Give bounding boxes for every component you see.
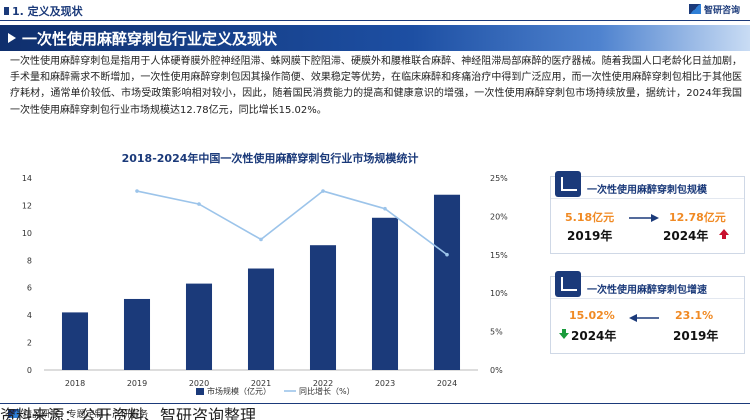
footer-logo-icon [8, 409, 20, 418]
bar [185, 283, 213, 370]
y-tick-label: 4 [27, 311, 32, 320]
growth-from-value: 15.02% [569, 309, 615, 322]
y-tick-label: 14 [22, 174, 32, 183]
y2-tick-label: 10% [490, 289, 508, 298]
growth-point [197, 202, 201, 206]
title-banner: 一次性使用麻醉穿刺包行业定义及现状 [0, 25, 750, 51]
market-size-chart: 0 2 4 6 8 10 12 14 0% 5% 10% 15% 20% 25% 2018 2019 2020 2… [22, 174, 508, 396]
growth-card-header: 一次性使用麻醉穿刺包增速 [551, 271, 744, 299]
y-tick-label: 12 [22, 201, 32, 210]
x-tick-label: 2019 [127, 379, 147, 388]
bar [247, 268, 275, 370]
bar [123, 298, 151, 370]
y-tick-label: 0 [27, 366, 32, 375]
play-triangle-icon [8, 33, 16, 43]
x-tick-label: 2022 [313, 379, 333, 388]
y2-tick-label: 20% [490, 212, 508, 221]
y-tick-label: 6 [27, 284, 32, 293]
top-bar: 1. 定义及现状 智研咨询 [0, 0, 750, 22]
y-tick-label: 8 [27, 256, 32, 265]
bar [433, 194, 461, 370]
growth-point [259, 237, 263, 242]
y2-tick-label: 0% [490, 366, 503, 375]
brand-logo-icon [688, 4, 701, 14]
size-card-header: 一次性使用麻醉穿刺包规模 [551, 171, 744, 199]
chart-title: 2018-2024年中国一次性使用麻醉穿刺包行业市场规模统计 [121, 152, 419, 165]
growth-point [321, 189, 325, 193]
brand-name: 智研咨询 [703, 6, 740, 16]
up-arrow-icon [719, 229, 729, 239]
y-tick-label: 10 [22, 229, 32, 238]
size-card-label: 一次性使用麻醉穿刺包规模 [587, 185, 707, 196]
growth-card: 一次性使用麻醉穿刺包增速 15.02% 2024年 23.1% 2019年 [550, 271, 745, 354]
growth-to-value: 23.1% [675, 309, 714, 322]
size-from-year: 2019年 [567, 229, 613, 243]
legend-bar-label: 市场规模（亿元） [207, 386, 271, 396]
x-tick-label: 2021 [251, 379, 271, 388]
size-card: 一次性使用麻醉穿刺包规模 5.18亿元 2019年 12.78亿元 2024年 [550, 171, 745, 254]
bar [61, 312, 89, 370]
top-divider [0, 20, 750, 21]
bar [371, 217, 399, 370]
y2-tick-label: 5% [490, 328, 503, 337]
growth-point [383, 206, 387, 211]
intro-paragraph: 一次性使用麻醉穿刺包是指用于人体硬脊膜外腔神经阻滞、蛛网膜下腔阻滞、硬膜外和腰椎… [10, 56, 742, 116]
page-title: 一次性使用麻醉穿刺包行业定义及现状 [22, 30, 278, 48]
trend-chart-icon [555, 271, 581, 297]
y2-tick-label: 25% [490, 174, 508, 183]
footer-tagline: 精品研报 · 专题定制 · 产研服务 [8, 407, 148, 420]
growth-line [136, 190, 448, 256]
growth-point [135, 189, 139, 193]
x-tick-label: 2023 [375, 379, 395, 388]
growth-card-label: 一次性使用麻醉穿刺包增速 [587, 285, 707, 296]
growth-from-year: 2024年 [571, 329, 617, 343]
section-marker [4, 7, 9, 15]
legend-bar-swatch [196, 388, 204, 395]
footer-divider [0, 403, 750, 404]
legend-line-label: 同比增长（%） [299, 386, 355, 396]
brand: 智研咨询 [688, 3, 740, 16]
footer-tagline-text: 精品研报 · 专题定制 · 产研服务 [23, 410, 149, 420]
source-note: 资料来源：公开资料、智研咨询整理 [0, 406, 257, 420]
footer: 精品研报 · 专题定制 · 产研服务 [0, 402, 750, 420]
growth-chart-icon [555, 171, 581, 197]
y2-tick-label: 15% [490, 251, 508, 260]
size-to-year: 2024年 [663, 229, 709, 243]
growth-to-year: 2019年 [673, 329, 719, 343]
growth-point [445, 252, 449, 257]
y-tick-label: 2 [27, 339, 32, 348]
x-tick-label: 2020 [189, 379, 209, 388]
left-arrow-icon [629, 314, 659, 322]
x-tick-label: 2018 [65, 379, 85, 388]
right-arrow-icon [629, 214, 659, 222]
x-tick-label: 2024 [437, 379, 457, 388]
section-title: 1. 定义及现状 [12, 5, 83, 18]
down-arrow-icon [559, 329, 569, 339]
bar [309, 245, 337, 370]
size-to-value: 12.78亿元 [669, 211, 726, 224]
size-from-value: 5.18亿元 [565, 211, 615, 224]
